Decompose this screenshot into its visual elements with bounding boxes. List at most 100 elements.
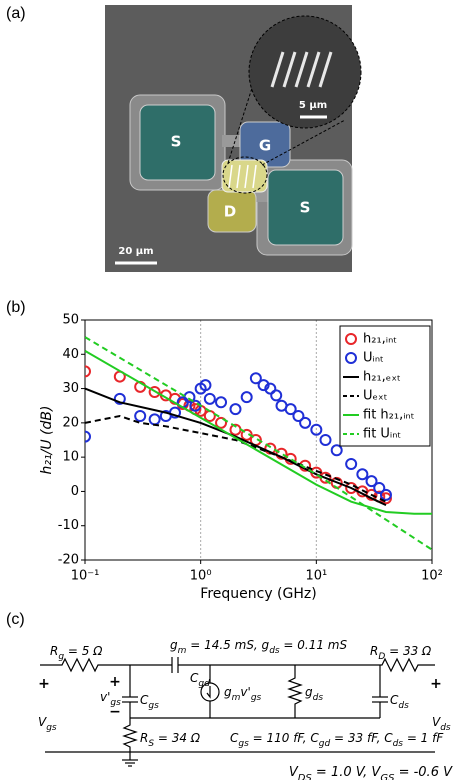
resistor-label-part: D xyxy=(378,652,385,662)
y-tick-label: -10 xyxy=(58,518,79,533)
panel-label: (b) xyxy=(6,299,26,316)
pad-label: S xyxy=(171,133,182,151)
marker xyxy=(257,379,270,392)
scale-label: 5 µm xyxy=(299,100,327,111)
x-tick-label: 10⁻¹ xyxy=(71,569,100,584)
legend-marker xyxy=(345,333,357,345)
series-line xyxy=(85,387,387,507)
capacitor-label: Cgd xyxy=(190,671,210,689)
source-label-part: g xyxy=(224,685,232,699)
marker xyxy=(249,372,262,385)
sem-image: S G D S 5 µm 20 µm xyxy=(105,5,362,272)
pad-label: D xyxy=(224,203,236,221)
resistor-label-part: g xyxy=(58,652,64,662)
marker xyxy=(148,386,161,398)
source-label: gmv'gs xyxy=(224,685,262,703)
port-label-part: ds xyxy=(440,723,451,733)
capacitor-values-part: = 1 fF xyxy=(403,731,444,745)
resistor-label-part: S xyxy=(148,739,154,749)
legend-label: fit h₂₁,ᵢₙₜ xyxy=(363,408,415,423)
port-label: Vgs xyxy=(38,715,57,733)
source-label-part: gs xyxy=(251,693,262,703)
source-label-part: v' xyxy=(240,685,250,699)
x-tick-label: 10⁰ xyxy=(190,569,212,584)
capacitor-values-part: ds xyxy=(393,739,404,749)
marker xyxy=(270,389,283,402)
bias-label-part: DS xyxy=(298,773,313,780)
marker xyxy=(203,410,216,422)
bias-label: VDS = 1.0 V, VGS = -0.6 V xyxy=(289,765,453,780)
gm-label: gm = 14.5 mS, gds = 0.11 mS xyxy=(170,638,348,656)
resistor-label-part: R xyxy=(370,644,378,658)
capacitor-label: Cds xyxy=(390,693,409,711)
legend-label: Uᵢₙₜ xyxy=(363,351,384,366)
source-label-part: m xyxy=(232,693,241,703)
polarity-sign: + xyxy=(38,676,50,692)
y-tick-label: 20 xyxy=(62,415,79,430)
port-label-part: V xyxy=(432,715,441,729)
capacitor-values-part: = 110 fF, C xyxy=(249,731,320,745)
panel-label: (c) xyxy=(6,611,25,628)
resistor-label-part: = 5 Ω xyxy=(64,644,103,658)
marker xyxy=(284,403,297,416)
marker xyxy=(113,392,126,405)
polarity-sign: − xyxy=(109,704,121,720)
bias-label-part: = 1.0 V, V xyxy=(312,765,382,780)
marker xyxy=(379,488,392,501)
capacitor-label-part: gd xyxy=(198,679,210,689)
legend-label: h₂₁,ₑₓₜ xyxy=(363,370,401,385)
marker xyxy=(240,391,253,404)
gm-label-part: = 14.5 mS, g xyxy=(186,638,269,652)
marker xyxy=(85,430,91,443)
capacitor-values-part: gs xyxy=(238,739,249,749)
pad-label: S xyxy=(300,199,311,217)
marker xyxy=(85,365,91,378)
capacitor-label: Cgs xyxy=(140,693,159,711)
y-tick-label: 40 xyxy=(62,347,79,362)
capacitor-label-part: gs xyxy=(148,701,159,711)
marker xyxy=(330,444,343,457)
legend-label: Uₑₓₜ xyxy=(363,389,388,404)
x-tick-label: 10² xyxy=(421,569,443,584)
port-label-part: V xyxy=(38,715,47,729)
pad-label: G xyxy=(259,137,271,155)
scale-label: 20 µm xyxy=(118,246,153,257)
voltage-label-part: v' xyxy=(100,690,110,704)
series-line xyxy=(85,350,432,515)
marker xyxy=(134,410,147,422)
resistor-label-part: = 34 Ω xyxy=(154,731,201,745)
resistor-label: Rg = 5 Ω xyxy=(50,644,103,662)
series-line xyxy=(85,336,432,551)
x-tick-label: 10¹ xyxy=(305,569,327,584)
resistor-label: RD = 33 Ω xyxy=(370,644,432,662)
resistor-label-part: R xyxy=(50,644,58,658)
y-tick-label: 50 xyxy=(62,313,79,328)
legend-box xyxy=(339,325,431,447)
marker xyxy=(169,406,182,419)
marker xyxy=(275,447,288,460)
plot-area xyxy=(85,336,432,551)
plot-frame xyxy=(84,319,433,561)
marker xyxy=(203,392,216,405)
polarity-sign: + xyxy=(109,674,121,690)
conductance-label-part: g xyxy=(305,685,313,699)
capacitor-values: Cgs = 110 fF, Cgd = 33 fF, Cds = 1 fF xyxy=(230,731,444,749)
marker xyxy=(365,475,378,488)
voltage-label-part: gs xyxy=(110,698,121,708)
bias-label-part: GS xyxy=(380,773,395,780)
y-tick-label: 10 xyxy=(62,450,79,465)
marker xyxy=(148,413,161,426)
marker xyxy=(183,391,196,404)
y-tick-label: -20 xyxy=(58,553,79,568)
marker xyxy=(299,416,312,429)
marker xyxy=(292,410,305,422)
resistor-label-part: R xyxy=(140,731,148,745)
legend-marker xyxy=(345,352,357,364)
voltage-label: v'gs xyxy=(100,690,121,708)
y-axis-label: h₂₁/U (dB) xyxy=(39,406,55,475)
marker xyxy=(345,458,358,470)
marker xyxy=(319,434,332,446)
marker xyxy=(199,379,212,392)
marker xyxy=(215,416,228,429)
marker xyxy=(373,482,386,494)
